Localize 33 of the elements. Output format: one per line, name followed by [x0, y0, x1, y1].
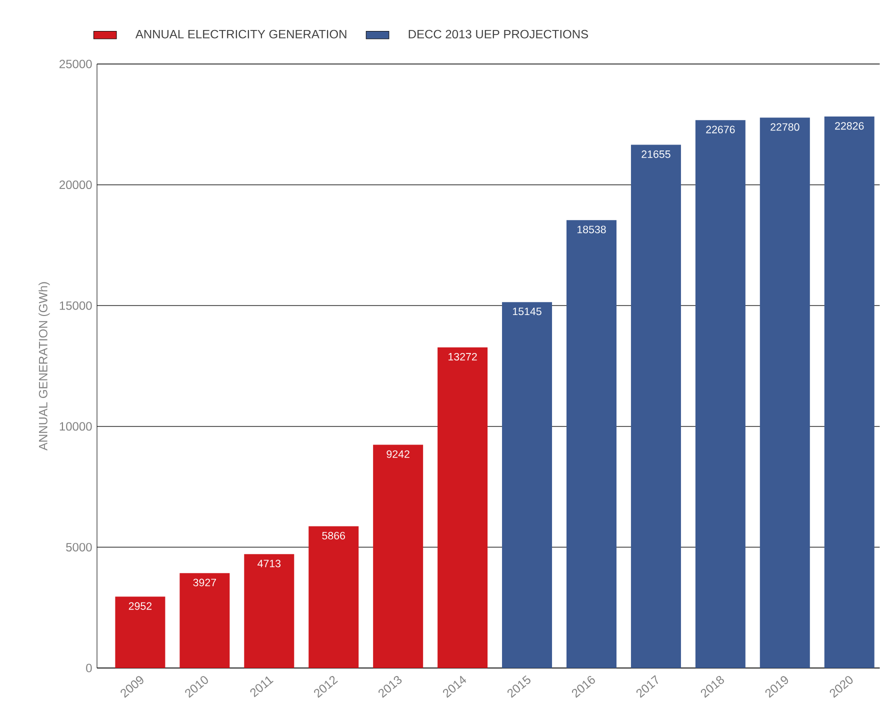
bar	[438, 347, 488, 668]
bar	[180, 573, 230, 668]
data-label: 22676	[706, 126, 735, 134]
legend-label: ANNUAL ELECTRICITY GENERATION	[135, 30, 346, 38]
bar	[115, 596, 166, 668]
data-label: 21655	[642, 150, 670, 158]
bar	[760, 118, 810, 668]
y-tick-label: 20000	[60, 180, 92, 190]
y-axis-title: ANNUAL GENERATION (GWh)	[38, 282, 50, 451]
data-label: 9242	[386, 450, 410, 458]
data-label: 4713	[258, 560, 281, 568]
y-tick-label: 15000	[60, 301, 92, 310]
y-tick-label: 10000	[60, 422, 92, 431]
y-tick-label: 0	[86, 664, 92, 672]
data-label: 18538	[577, 226, 606, 234]
bar	[373, 444, 424, 668]
bar	[308, 526, 359, 668]
bar	[566, 220, 616, 668]
data-label: 3927	[193, 578, 216, 586]
data-label: 22826	[835, 122, 864, 130]
legend-label: DECC 2013 UEP PROJECTIONS	[408, 30, 588, 38]
data-label: 2952	[128, 602, 152, 610]
data-label: 13272	[448, 352, 477, 360]
bar	[502, 302, 552, 668]
y-tick-label: 5000	[66, 542, 92, 552]
y-tick-label: 25000	[60, 60, 92, 68]
bar	[695, 120, 746, 668]
data-label: 15145	[513, 308, 542, 316]
bar	[824, 116, 874, 668]
bar	[244, 554, 294, 668]
data-label: 5866	[322, 532, 345, 540]
data-label: 22780	[770, 123, 800, 131]
bar	[630, 144, 681, 668]
